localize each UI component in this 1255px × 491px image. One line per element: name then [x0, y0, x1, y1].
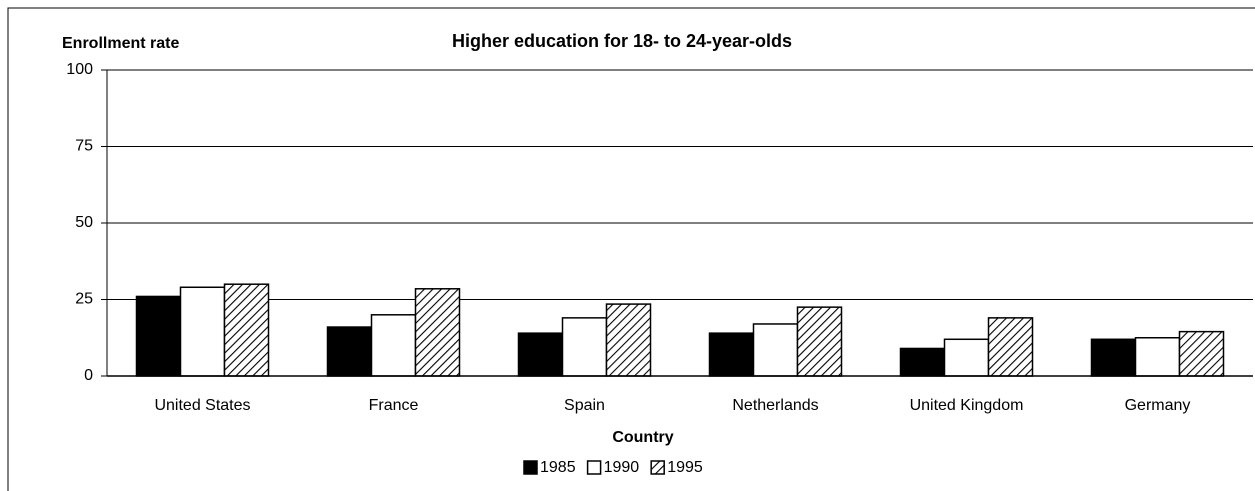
x-tick-label: United States [154, 397, 250, 414]
frame [7, 7, 1255, 491]
legend-label: 1995 [667, 459, 703, 476]
y-tick-label: 0 [84, 367, 93, 384]
x-tick-label: France [369, 397, 419, 414]
x-tick-label: Spain [564, 397, 605, 414]
x-axis-label: Country [612, 429, 673, 446]
legend-swatch [650, 460, 665, 475]
legend-label: 1985 [540, 459, 576, 476]
legend-label: 1990 [604, 459, 640, 476]
y-tick-label: 50 [75, 214, 93, 231]
bar [708, 332, 755, 377]
bar [370, 314, 417, 377]
x-tick-label: Netherlands [732, 397, 818, 414]
bar [605, 303, 652, 377]
bar [899, 347, 946, 377]
bar [1178, 330, 1225, 377]
y-tick-label: 100 [66, 61, 93, 78]
bar [135, 295, 182, 377]
chart-title: Higher education for 18- to 24-year-olds [452, 31, 792, 51]
bar [179, 286, 226, 377]
y-tick-label: 75 [75, 138, 93, 155]
bar [517, 332, 564, 377]
bar [223, 283, 270, 377]
bar [1090, 338, 1137, 377]
bar [561, 317, 608, 377]
x-tick-label: Germany [1125, 397, 1191, 414]
bar [943, 338, 990, 377]
legend-swatch [523, 460, 538, 475]
legend-swatch [586, 460, 602, 475]
bar [326, 326, 373, 377]
y-tick-label: 25 [75, 291, 93, 308]
bar [796, 306, 843, 377]
bar [414, 288, 461, 377]
y-axis-label: Enrollment rate [62, 35, 179, 52]
bar [987, 317, 1034, 377]
x-tick-label: United Kingdom [910, 397, 1024, 414]
bar [1134, 337, 1181, 377]
bar [752, 323, 799, 377]
